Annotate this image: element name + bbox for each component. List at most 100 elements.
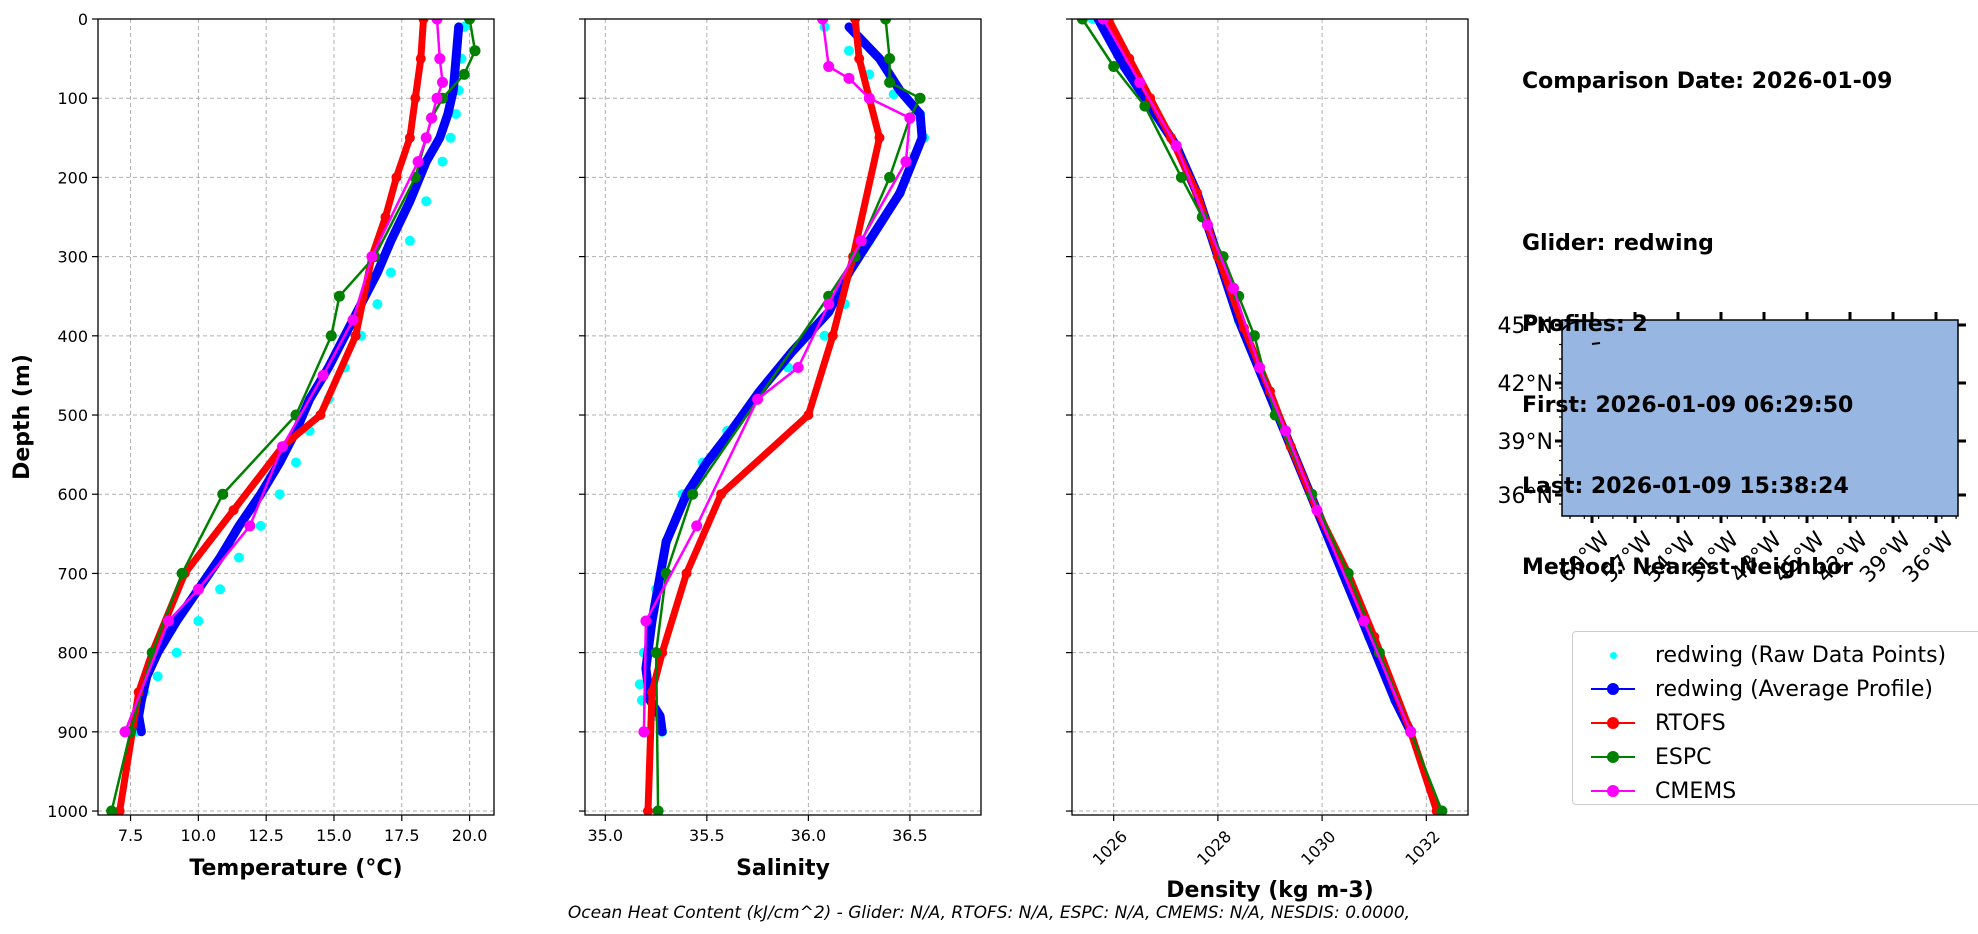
data-point-espc xyxy=(880,19,892,25)
panel-1: 0 100 200 300 400 500 600 700 800 900 1000 7.5 10.0 1… xyxy=(10,10,495,881)
data-point-cmems xyxy=(347,314,359,326)
legend-marker-raw xyxy=(1583,645,1643,665)
data-point-cmems xyxy=(640,615,652,627)
data-point-cmems xyxy=(752,393,764,405)
data-point-espc xyxy=(884,53,896,65)
x-axis-label: Temperature (°C) xyxy=(189,856,402,881)
data-point-cmems xyxy=(1202,219,1213,231)
legend-marker-espc xyxy=(1583,747,1643,767)
comparison-info: Comparison Date: 2026-01-09 Glider: redw… xyxy=(1522,14,1892,608)
x-axis-label: Density (kg m-3) xyxy=(1166,878,1374,903)
y-tick-label: 500 xyxy=(57,406,88,425)
data-point-cmems xyxy=(1228,282,1239,294)
data-point-rtofs xyxy=(415,53,426,64)
data-point-espc xyxy=(687,488,699,500)
x-tick-label: 36.5 xyxy=(892,826,928,845)
data-point-cmems xyxy=(1097,19,1109,25)
data-point-rtofs xyxy=(404,132,415,143)
plot-frame xyxy=(584,18,982,816)
data-point-raw xyxy=(234,552,244,563)
data-point-cmems xyxy=(412,156,424,168)
data-point-espc xyxy=(106,805,118,815)
x-axis-label: Salinity xyxy=(736,856,830,881)
info-comparison-date: Comparison Date: 2026-01-09 xyxy=(1522,69,1893,94)
data-point-espc xyxy=(176,567,188,579)
data-point-rtofs xyxy=(643,806,653,815)
data-point-cmems xyxy=(276,441,288,453)
x-tick-label: 35.0 xyxy=(587,826,623,845)
data-point-rtofs xyxy=(827,330,838,341)
info-glider: Glider: redwing xyxy=(1522,231,1714,256)
data-point-rtofs xyxy=(228,505,239,516)
legend-item-raw: redwing (Raw Data Points) xyxy=(1583,638,1978,672)
data-point-raw xyxy=(421,196,432,207)
data-point-cmems xyxy=(1358,615,1370,627)
legend-label: redwing (Raw Data Points) xyxy=(1655,642,1947,668)
data-point-espc xyxy=(884,76,896,88)
data-point-rtofs xyxy=(114,806,125,815)
data-point-rtofs xyxy=(803,410,814,420)
legend-item-espc: ESPC xyxy=(1583,740,1978,774)
data-point-cmems xyxy=(691,520,703,532)
data-point-rtofs xyxy=(380,212,391,222)
x-tick-label: 1028 xyxy=(1193,827,1235,869)
data-point-cmems xyxy=(192,583,204,595)
ocean-heat-content-note: Ocean Heat Content (kJ/cm^2) - Glider: N… xyxy=(567,903,1411,923)
data-point-cmems xyxy=(437,76,448,88)
map-lat-label: 45°N xyxy=(1498,314,1553,339)
data-point-cmems xyxy=(1254,362,1266,373)
data-point-raw xyxy=(451,109,461,119)
data-point-espc xyxy=(464,19,476,25)
data-point-espc xyxy=(1076,19,1088,25)
data-point-cmems xyxy=(431,92,443,104)
legend-label: CMEMS xyxy=(1655,778,1737,804)
data-point-raw xyxy=(291,457,301,468)
y-tick-label: 300 xyxy=(57,248,88,267)
info-method: Method: Nearest-Neighbor xyxy=(1522,555,1853,580)
data-point-cmems xyxy=(420,132,432,144)
data-point-raw xyxy=(844,45,854,56)
x-tick-label: 1030 xyxy=(1297,827,1339,869)
y-tick-label: 200 xyxy=(57,168,88,187)
data-point-rtofs xyxy=(647,687,657,698)
map-lon-label: 36°W xyxy=(1898,527,1959,588)
data-point-cmems xyxy=(317,369,329,381)
data-point-raw xyxy=(372,299,383,310)
data-point-cmems xyxy=(1311,504,1323,516)
data-point-rtofs xyxy=(410,93,421,104)
data-layer xyxy=(1076,19,1448,815)
data-point-cmems xyxy=(1280,425,1292,437)
panel-3: 1026 1028 1030 1032 Density (kg m-3) xyxy=(1066,18,1469,903)
data-point-cmems xyxy=(431,19,443,25)
data-point-cmems xyxy=(1405,726,1417,738)
series-raw xyxy=(128,21,470,737)
data-point-cmems xyxy=(638,726,650,738)
legend-item-rtofs: RTOFS xyxy=(1583,706,1978,740)
data-point-cmems xyxy=(1170,140,1182,152)
data-point-espc xyxy=(1248,330,1260,342)
legend-label: redwing (Average Profile) xyxy=(1655,676,1933,702)
data-layer xyxy=(634,19,930,815)
data-point-raw xyxy=(385,267,396,278)
series-cmems xyxy=(119,19,448,738)
data-point-cmems xyxy=(366,251,378,263)
profile-panels: 0 100 200 300 400 500 600 700 800 900 1000 7.5 10.0 1… xyxy=(10,10,1469,903)
data-point-cmems xyxy=(792,362,804,373)
data-point-raw xyxy=(445,132,456,143)
data-point-raw xyxy=(634,679,645,690)
data-point-cmems xyxy=(855,235,867,247)
data-point-rtofs xyxy=(315,410,326,420)
map-ocean xyxy=(1561,319,1959,517)
series-cmems xyxy=(1097,19,1417,738)
data-point-raw xyxy=(215,584,226,595)
data-point-espc xyxy=(1436,805,1448,815)
data-point-cmems xyxy=(434,53,446,65)
data-point-espc xyxy=(884,171,896,183)
series-rtofs xyxy=(643,19,885,815)
data-point-espc xyxy=(469,45,481,57)
data-point-cmems xyxy=(163,615,174,627)
y-tick-label: 400 xyxy=(57,327,88,346)
legend-marker-average xyxy=(1583,679,1643,699)
legend-item-cmems: CMEMS xyxy=(1583,774,1978,808)
